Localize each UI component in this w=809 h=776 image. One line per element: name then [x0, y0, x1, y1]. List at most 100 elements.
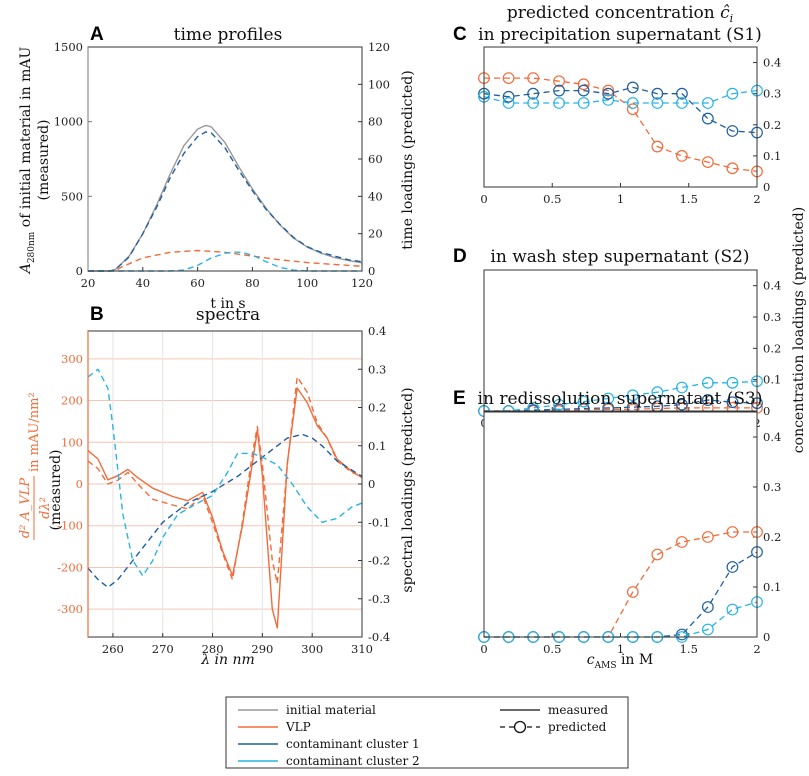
panel-a-xlabel: t in s: [210, 296, 245, 312]
panel-a-ylabel-left: A280nm of initial material in mAU: [18, 46, 37, 275]
series-line-vlp: [484, 77, 758, 173]
ytick-right-label: 0.2: [368, 401, 386, 415]
plot-area-a: 20 40 60 80 100 12005001000150002040608010012…: [54, 40, 390, 290]
data-point-c2: [626, 389, 639, 402]
data-point-vlp: [651, 548, 664, 561]
ytick-right-label: 120: [368, 40, 390, 54]
xtick-label: 280: [202, 642, 224, 656]
xtick-label: 0.5: [543, 642, 561, 656]
panel-b-xlabel: λ in nm: [200, 652, 255, 668]
data-point-c1: [701, 394, 714, 406]
data-point-c2: [726, 603, 739, 616]
panel-e-xlabel: cAMS in M: [587, 652, 653, 671]
ytick-left-label: 100: [61, 435, 83, 449]
ytick-right-label: 0: [368, 264, 375, 278]
ytick-right-label: 0: [368, 477, 375, 491]
panel-e-s3: E in redissolution supernatant (S3) 0 0.5…: [453, 388, 781, 671]
legend-label-c1: contaminant cluster 1: [286, 737, 420, 751]
legend-label-initial: initial material: [286, 703, 376, 717]
xtick-label: 2: [753, 642, 760, 656]
panel-letter-c: C: [453, 24, 467, 45]
plot-area-b: 260 270 280 290 300 310 -300 -200 -100 0 100 200 300…: [57, 324, 390, 656]
legend-predicted-label: predicted: [548, 720, 607, 734]
data-point-c2: [676, 97, 688, 109]
xtick-label: 20: [81, 276, 96, 290]
xtick-label: 1.5: [680, 192, 698, 206]
ytick-right-label: 0.1: [763, 149, 781, 163]
xtick-label: 0: [480, 192, 487, 206]
shared-ylabel-right: concentration loadings (predicted): [791, 207, 807, 453]
data-point-vlp: [726, 162, 739, 175]
data-point-vlp: [602, 84, 615, 97]
ytick-right-label: 20: [368, 227, 383, 241]
xtick-label: 1: [617, 642, 624, 656]
legend-items: initial material VLP contaminant cluster 1…: [238, 703, 420, 768]
data-point-c1: [527, 87, 540, 100]
ytick-left-label: 200: [61, 394, 83, 408]
ytick-left-label: 0: [76, 477, 83, 491]
legend-box: [225, 696, 629, 769]
data-point-vlp: [701, 531, 714, 543]
legend: initial material VLP contaminant cluster 1…: [225, 696, 629, 769]
plot-bg: [484, 270, 757, 411]
ytick-left-label: 1000: [54, 115, 83, 129]
data-point-c2: [577, 97, 590, 109]
series-line-contaminant-cluster-2: [87, 368, 363, 577]
data-point-vlp: [726, 526, 739, 538]
xtick-label: 60: [190, 276, 205, 290]
data-point-c2: [651, 97, 664, 109]
ytick-right-label: 0.3: [763, 480, 781, 494]
panel-b-ylabel-right: spectral loadings (predicted): [400, 387, 416, 592]
xtick-label: 290: [251, 642, 273, 656]
data-point-vlp: [502, 72, 515, 85]
plot-frame: [483, 46, 758, 188]
ytick-left-label: -200: [57, 560, 83, 574]
data-point-c2: [553, 97, 565, 109]
ylabel-b-unit: in mAU/nm²: [27, 392, 42, 472]
data-point-c2: [602, 392, 615, 405]
panel-letter-a: A: [90, 24, 104, 45]
panel-b-ylabel-left: d² A_VLP dλ² in mAU/nm²: [18, 392, 53, 540]
ytick-left-label: -300: [57, 602, 83, 616]
ytick-right-label: -0.2: [368, 554, 390, 568]
ytick-left-label: 1500: [54, 40, 83, 54]
ytick-right-label: 0.4: [763, 56, 781, 70]
ytick-right-label: 100: [368, 77, 390, 91]
xlabel-e-main: c: [587, 652, 595, 668]
legend-label-vlp: VLP: [285, 720, 311, 734]
data-point-c2: [553, 398, 565, 411]
data-point-c2: [577, 395, 590, 408]
data-point-c1: [726, 125, 739, 137]
xtick-label: 120: [351, 276, 373, 290]
ytick-right-label: 0: [763, 404, 770, 418]
legend-measured-label: measured: [548, 703, 608, 717]
ytick-left-label: 0: [76, 264, 83, 278]
legend-predicted-marker: [513, 720, 527, 734]
data-point-vlp: [676, 149, 688, 162]
ytick-right-label: 0.3: [368, 362, 386, 376]
xtick-label: 0: [480, 642, 487, 656]
ytick-left-label: 500: [61, 189, 83, 203]
data-point-c2: [502, 97, 515, 109]
ytick-right-label: -0.1: [368, 515, 390, 529]
ylabel-a-main: A: [18, 263, 34, 275]
xlabel-e-sub: AMS: [594, 661, 617, 671]
ylabel-b-denominator: dλ²: [38, 497, 53, 519]
data-point-c2: [701, 97, 714, 109]
panel-a-ylabel-right: time loadings (predicted): [400, 70, 416, 249]
data-point-c2: [701, 623, 714, 636]
data-point-c2: [651, 386, 664, 399]
data-point-vlp: [626, 103, 639, 116]
ytick-right-label: 0.1: [763, 580, 781, 594]
xtick-label: 310: [351, 642, 373, 656]
data-point-c1: [651, 87, 664, 100]
panel-a-time-profiles: A time profiles 20 40 60 80 100 1200500100015…: [18, 24, 416, 312]
series-line-c1: [483, 86, 758, 134]
data-point-c2: [527, 97, 540, 109]
panel-letter-e: E: [453, 388, 466, 409]
xtick-label: 0.5: [543, 192, 561, 206]
panel-b-ylabel-left2: (measured): [48, 450, 64, 531]
xtick-label: 1.5: [680, 642, 698, 656]
ytick-right-label: -0.3: [368, 592, 390, 606]
